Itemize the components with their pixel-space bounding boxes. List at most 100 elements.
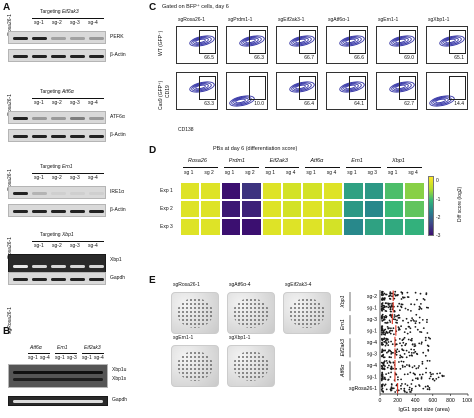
sg-column-label: sg 1	[388, 170, 398, 176]
spot-point	[383, 329, 386, 332]
spot-point	[419, 307, 422, 309]
lane-label: sg-1	[28, 355, 38, 361]
spot-point	[404, 383, 407, 385]
experiment-row-label: Exp 3	[160, 224, 173, 230]
sg-column-label: sg 1	[306, 170, 316, 176]
target-gene: Atf6α	[61, 89, 74, 95]
spot-point	[392, 327, 395, 330]
band	[32, 278, 47, 281]
spot-point	[389, 388, 392, 391]
blot-protein-label: Gapdh	[110, 275, 126, 281]
lane-label: sg-1	[34, 100, 44, 106]
target-blot	[8, 186, 106, 199]
spot-point	[394, 318, 397, 321]
spot-point	[381, 313, 384, 316]
y-axis-cd19: CD19	[165, 85, 171, 98]
spot-point	[410, 348, 413, 351]
spot-point	[389, 361, 392, 364]
elispot-well	[227, 292, 275, 334]
spot-point	[428, 387, 431, 389]
row-category-label: sg-3	[367, 317, 377, 323]
spot-point	[399, 368, 402, 370]
spot-point	[437, 376, 440, 379]
column-label: sgErn1-1	[378, 17, 399, 23]
spot-point	[401, 293, 404, 295]
spot-point	[427, 336, 430, 339]
gate-percentage: 65.1	[454, 55, 464, 61]
elispot-well	[227, 345, 275, 387]
spot-point	[386, 351, 388, 354]
spot-point	[396, 305, 399, 308]
gate-box	[299, 30, 316, 54]
gate-box	[199, 76, 216, 100]
spot-point	[403, 389, 406, 392]
blot-target-title: Targeting Xbp1	[40, 233, 74, 238]
heatmap-cell	[241, 200, 262, 218]
spot-point	[389, 291, 392, 294]
band	[89, 117, 104, 120]
group-rule	[82, 353, 104, 354]
spot-point	[426, 385, 429, 387]
x-axis-cd138: CD138	[178, 127, 194, 133]
spot-point	[382, 297, 385, 300]
spot-point	[409, 327, 412, 330]
spot-point	[399, 356, 401, 359]
spot-point	[383, 376, 386, 379]
spot-point	[399, 309, 401, 312]
spot-point	[421, 373, 424, 376]
spot-point	[383, 361, 385, 363]
band	[70, 210, 85, 213]
group-label: Xbp1	[340, 295, 346, 308]
spot-point	[414, 350, 417, 353]
spot-point	[427, 349, 430, 352]
group-label: Ern1	[57, 345, 68, 351]
spot-point	[381, 342, 383, 345]
spot-point	[395, 368, 398, 370]
spot-point	[411, 379, 414, 382]
spot-point	[385, 316, 388, 319]
spot-point	[404, 391, 406, 393]
lane-label: sg-1	[34, 175, 44, 181]
spot-point	[381, 308, 383, 311]
spot-point	[390, 340, 392, 343]
spot-point	[398, 316, 401, 319]
spot-point	[383, 356, 386, 359]
band	[89, 278, 104, 281]
spot-point	[418, 321, 421, 324]
spot-point	[421, 360, 424, 363]
spot-point	[381, 344, 384, 346]
band	[51, 192, 66, 195]
gate-box	[399, 76, 416, 100]
row-category-label: sg-1	[367, 305, 377, 311]
spot-point	[384, 344, 387, 347]
spot-point	[425, 293, 428, 296]
flow-plot-cas9: 14.4	[426, 72, 468, 110]
flow-plot-cas9: 66.4	[276, 72, 318, 110]
spot-point	[408, 388, 411, 391]
gene-group-rule	[305, 167, 341, 168]
group-rule	[55, 353, 77, 354]
target-prefix: Targeting	[40, 232, 62, 238]
colorbar-tick: 0	[436, 178, 439, 185]
panel-e-letter: E	[149, 275, 156, 286]
spot-point	[410, 352, 413, 354]
label-gapdh: Gapdh	[112, 397, 128, 403]
spot-point	[381, 373, 384, 376]
spot-point	[414, 385, 417, 388]
spot-point	[381, 299, 383, 301]
lane-label: sg-1	[34, 243, 44, 249]
band	[70, 278, 85, 281]
lane-label: sg-1	[82, 355, 92, 361]
sg-column-label: sg 1	[347, 170, 357, 176]
row-category-label: sg-1	[367, 328, 377, 334]
well-label: sgXbp1-1	[229, 335, 251, 341]
heatmap-cell	[241, 182, 262, 200]
gate-percentage: 66.5	[204, 55, 214, 61]
heatmap-cell	[302, 182, 323, 200]
spot-point	[408, 351, 410, 354]
spot-point	[414, 291, 417, 294]
group-label: Atf6α	[340, 364, 346, 378]
spot-point	[380, 317, 383, 320]
spot-point	[429, 375, 432, 378]
blot-protein-label: Xbp1	[110, 257, 122, 263]
